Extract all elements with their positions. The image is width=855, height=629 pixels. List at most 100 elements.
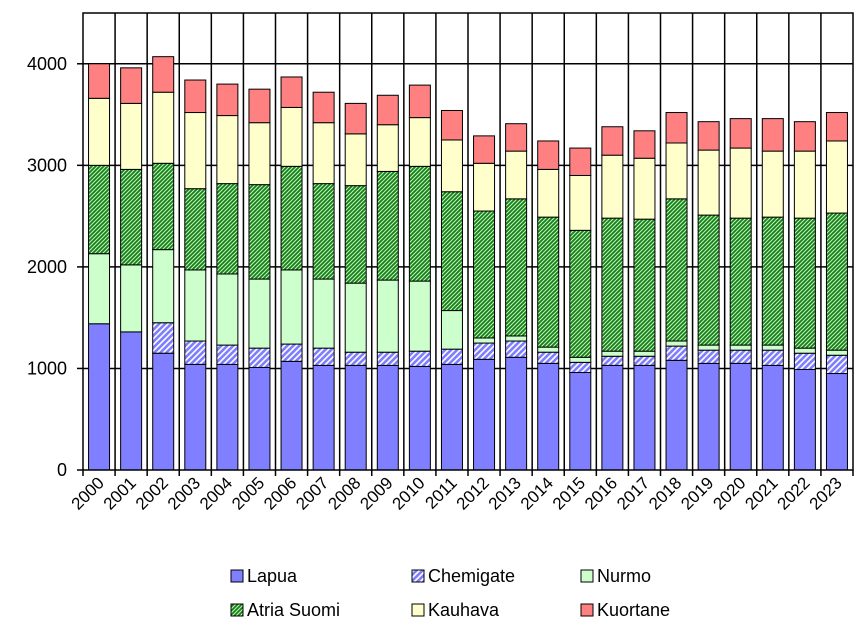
legend-swatch bbox=[230, 603, 244, 617]
bar-segment-kauhava bbox=[376, 124, 399, 172]
x-tick-label: 2012 bbox=[453, 473, 493, 513]
bar-segment-kauhava bbox=[120, 102, 143, 170]
bar-segment-chemigate bbox=[729, 349, 752, 364]
x-tick-label: 2000 bbox=[68, 473, 108, 513]
bar-segment-nurmo bbox=[633, 350, 656, 357]
bar-segment-lapua bbox=[569, 372, 592, 471]
bar-segment-nurmo bbox=[344, 282, 367, 353]
bar-segment-lapua bbox=[440, 363, 463, 471]
bar-segment-kuortane bbox=[569, 147, 592, 176]
bar-segment-chemigate bbox=[184, 340, 207, 365]
bar-segment-atria-suomi bbox=[280, 165, 303, 271]
bar-segment-chemigate bbox=[505, 340, 528, 358]
bar-segment-atria-suomi bbox=[825, 212, 848, 351]
x-tick-label: 2001 bbox=[100, 473, 140, 513]
bar-segment-lapua bbox=[216, 363, 239, 471]
bar-segment-chemigate bbox=[697, 349, 720, 364]
legend-label: Nurmo bbox=[597, 566, 651, 586]
bar-segment-atria-suomi bbox=[505, 198, 528, 337]
bar-segment-kauhava bbox=[793, 150, 816, 219]
bar-segment-chemigate bbox=[793, 352, 816, 370]
bar-segment-nurmo bbox=[569, 356, 592, 363]
bar-segment-lapua bbox=[408, 365, 431, 471]
bar-segment-chemigate bbox=[665, 345, 688, 361]
bar-segment-kuortane bbox=[120, 67, 143, 104]
bar-segment-kauhava bbox=[761, 150, 784, 218]
bar-segment-lapua bbox=[120, 331, 143, 471]
bar-segment-kauhava bbox=[280, 106, 303, 167]
bar-segment-chemigate bbox=[633, 355, 656, 366]
bar-segment-lapua bbox=[601, 364, 624, 471]
bar-segment-atria-suomi bbox=[665, 198, 688, 342]
bar-segment-kauhava bbox=[184, 112, 207, 190]
bar-segment-nurmo bbox=[248, 278, 271, 349]
bar-segment-nurmo bbox=[120, 264, 143, 333]
bar-segment-kuortane bbox=[697, 121, 720, 151]
legend-item: Kauhava bbox=[411, 600, 500, 620]
bar-segment-kuortane bbox=[825, 112, 848, 142]
bar-segment-lapua bbox=[505, 356, 528, 471]
bar-segment-nurmo bbox=[312, 278, 335, 349]
bar-segment-lapua bbox=[537, 362, 560, 471]
bar-segment-atria-suomi bbox=[216, 183, 239, 275]
bar-segment-kuortane bbox=[344, 102, 367, 135]
bar-segment-kuortane bbox=[376, 94, 399, 126]
bar-segment-nurmo bbox=[376, 279, 399, 353]
bar-segment-atria-suomi bbox=[473, 210, 496, 339]
bar-segment-kauhava bbox=[697, 149, 720, 216]
legend-swatch bbox=[580, 569, 594, 583]
legend-swatch bbox=[580, 603, 594, 617]
y-tick-label: 4000 bbox=[27, 54, 67, 74]
x-tick-label: 2023 bbox=[806, 473, 846, 513]
bar-segment-atria-suomi bbox=[440, 191, 463, 312]
bar-segment-kauhava bbox=[505, 150, 528, 200]
bar-segment-chemigate bbox=[216, 344, 239, 365]
bar-segment-lapua bbox=[312, 364, 335, 471]
bar-segment-kuortane bbox=[633, 130, 656, 159]
bar-segment-nurmo bbox=[761, 344, 784, 351]
bar-segment-lapua bbox=[697, 362, 720, 471]
bar-segment-kauhava bbox=[248, 122, 271, 186]
bar-segment-chemigate bbox=[601, 355, 624, 366]
bar-segment-atria-suomi bbox=[88, 164, 111, 255]
bar-segment-kauhava bbox=[537, 168, 560, 218]
x-tick-label: 2008 bbox=[324, 473, 364, 513]
bar-segment-kuortane bbox=[601, 126, 624, 156]
bar-segment-nurmo bbox=[184, 269, 207, 342]
y-tick-label: 3000 bbox=[27, 155, 67, 175]
y-tick-label: 2000 bbox=[27, 257, 67, 277]
bar-segment-kauhava bbox=[825, 140, 848, 214]
bar-segment-nurmo bbox=[825, 349, 848, 356]
bar-segment-kuortane bbox=[312, 91, 335, 124]
bar-segment-kuortane bbox=[793, 121, 816, 152]
bar-segment-nurmo bbox=[408, 280, 431, 352]
x-tick-label: 2011 bbox=[421, 473, 460, 512]
x-tick-label: 2017 bbox=[613, 473, 653, 513]
x-tick-label: 2019 bbox=[677, 473, 717, 513]
bar-segment-nurmo bbox=[665, 340, 688, 347]
legend-label: Kuortane bbox=[597, 600, 670, 620]
x-tick-label: 2015 bbox=[549, 473, 589, 513]
bar-segment-kauhava bbox=[344, 133, 367, 187]
bar-segment-atria-suomi bbox=[248, 184, 271, 280]
y-tick-label: 1000 bbox=[27, 358, 67, 378]
x-tick-label: 2016 bbox=[581, 473, 621, 513]
bar-segment-kauhava bbox=[601, 154, 624, 219]
legend-swatch bbox=[411, 603, 425, 617]
bar-segment-kauhava bbox=[633, 157, 656, 220]
bar-segment-nurmo bbox=[88, 253, 111, 325]
bar-segment-atria-suomi bbox=[793, 217, 816, 349]
legend-label: Atria Suomi bbox=[247, 600, 340, 620]
bar-segment-lapua bbox=[248, 366, 271, 471]
legend-item: Lapua bbox=[230, 566, 298, 586]
bar-segment-atria-suomi bbox=[537, 216, 560, 348]
bar-segment-atria-suomi bbox=[376, 170, 399, 281]
bar-segment-nurmo bbox=[697, 344, 720, 351]
bar-segment-kauhava bbox=[216, 115, 239, 185]
bar-segment-atria-suomi bbox=[729, 217, 752, 346]
bar-segment-lapua bbox=[88, 323, 111, 471]
bar-segment-lapua bbox=[793, 368, 816, 471]
bar-segment-chemigate bbox=[440, 348, 463, 365]
